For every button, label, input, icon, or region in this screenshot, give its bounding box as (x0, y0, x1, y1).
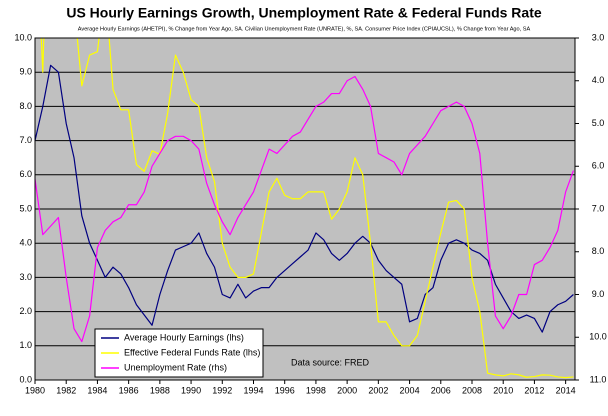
chart-title: US Hourly Earnings Growth, Unemployment … (66, 5, 542, 21)
x-tick-label: 1984 (87, 385, 107, 395)
legend-label: Average Hourly Earnings (lhs) (124, 332, 244, 342)
x-tick-label: 2002 (368, 385, 388, 395)
plot-lines (35, 38, 575, 379)
y-tick-label: 1.0 (19, 340, 32, 350)
y2-tick-label: 8.0 (592, 246, 605, 256)
y2-tick-label: 10.0 (589, 332, 607, 342)
chart-subtitle: Average Hourly Earnings (AHETPI), % Chan… (78, 26, 531, 32)
y-tick-label: 3.0 (19, 272, 32, 282)
legend-box (94, 328, 264, 378)
y-tick-label: 0.0 (19, 374, 32, 384)
x-tick-label: 1990 (181, 385, 201, 395)
x-tick-label: 1998 (306, 385, 326, 395)
y2-tick-label: 5.0 (592, 118, 605, 128)
annotation: Data source: FRED (291, 357, 370, 367)
y-tick-label: 7.0 (19, 135, 32, 145)
x-tick-label: 1986 (119, 385, 139, 395)
x-tick-label: 2010 (493, 385, 513, 395)
x-tick-label: 1982 (56, 385, 76, 395)
legend-label: Effective Federal Funds Rate (lhs) (124, 347, 260, 357)
y2-tick-label: 3.0 (592, 32, 605, 42)
y-tick-label: 10.0 (14, 32, 32, 42)
y-tick-label: 9.0 (19, 67, 32, 77)
x-tick-label: 1988 (150, 385, 170, 395)
x-tick-label: 2000 (337, 385, 357, 395)
x-tick-label: 1996 (275, 385, 295, 395)
x-tick-label: 2006 (431, 385, 451, 395)
x-tick-label: 1992 (212, 385, 232, 395)
y-tick-label: 8.0 (19, 101, 32, 111)
x-tick-label: 1994 (243, 385, 263, 395)
y2-tick-label: 7.0 (592, 203, 605, 213)
y2-tick-label: 4.0 (592, 75, 605, 85)
y-tick-label: 4.0 (19, 238, 32, 248)
x-tick-label: 2008 (462, 385, 482, 395)
legend-label: Unemployment Rate (rhs) (124, 362, 227, 372)
y2-tick-label: 9.0 (592, 289, 605, 299)
series-line (35, 64, 574, 333)
y2-tick-label: 6.0 (592, 161, 605, 171)
y-tick-label: 2.0 (19, 306, 32, 316)
series-line (35, 75, 575, 343)
y-tick-label: 6.0 (19, 169, 32, 179)
series-line (40, 38, 574, 379)
x-tick-label: 1980 (25, 385, 45, 395)
x-tick-label: 2012 (524, 385, 544, 395)
y-tick-label: 5.0 (19, 203, 32, 213)
y2-tick-label: 11.0 (590, 374, 607, 384)
x-tick-label: 2014 (556, 385, 576, 395)
x-tick-label: 2004 (400, 385, 420, 395)
plot-border (34, 37, 576, 381)
